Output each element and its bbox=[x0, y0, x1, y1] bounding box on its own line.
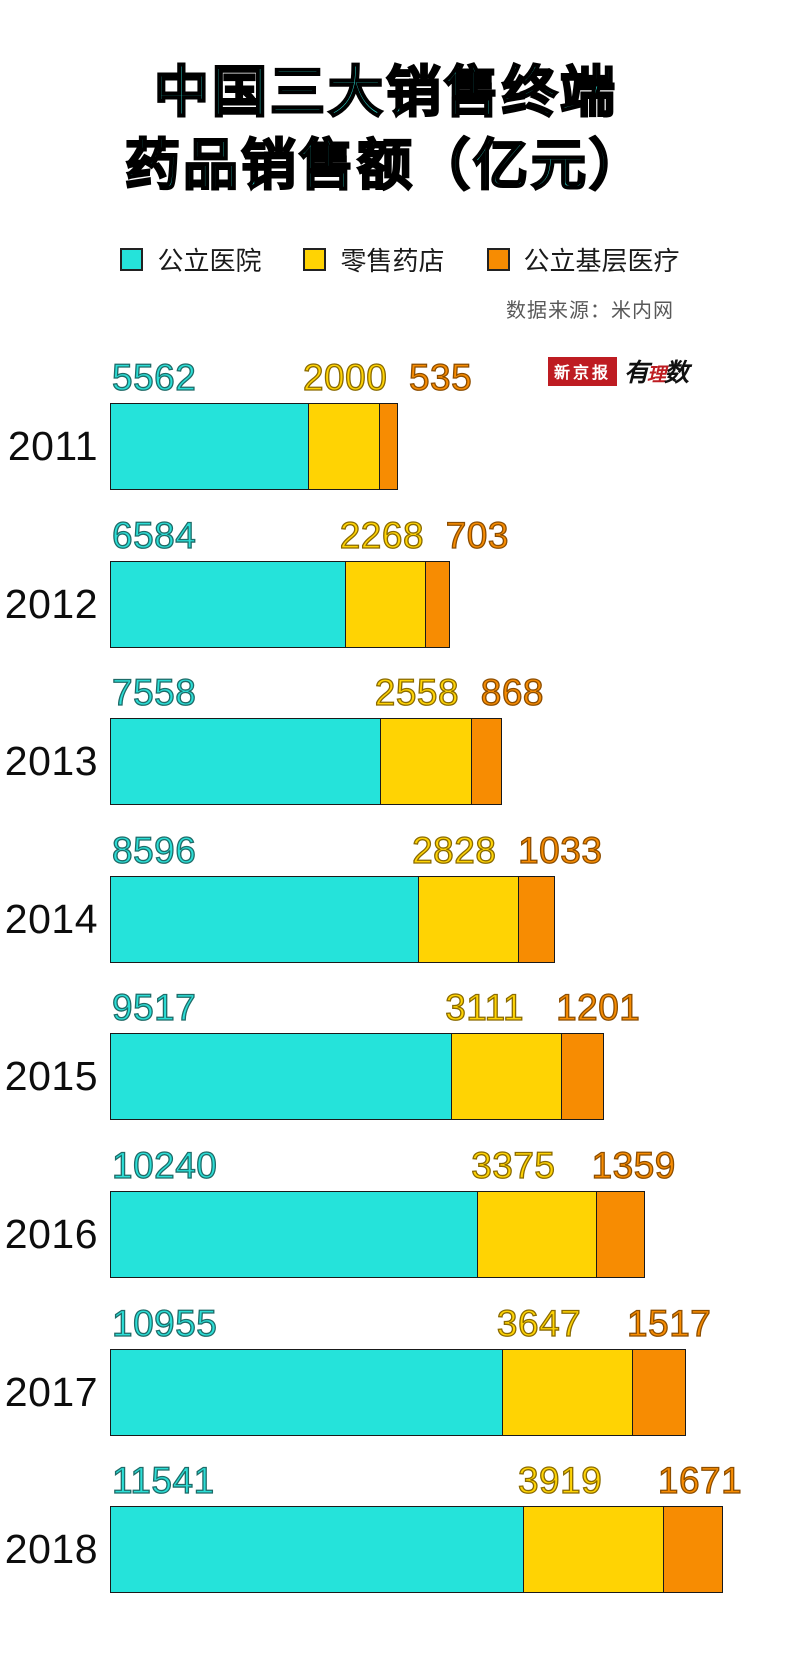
value-label-hospital-2014: 8596 bbox=[111, 829, 197, 871]
year-label-2015: 2015 bbox=[4, 1053, 98, 1100]
year-label-2018: 2018 bbox=[4, 1526, 98, 1573]
chart-row-2015: 2015 9517 3111 1201 bbox=[0, 983, 800, 1141]
chart-row-2013: 2013 7558 2558 868 bbox=[0, 668, 800, 826]
bar-segment-hospital-2015 bbox=[110, 1033, 453, 1121]
value-label-grassroots-2016: 1359 bbox=[591, 1144, 676, 1186]
year-label-2012: 2012 bbox=[4, 580, 98, 627]
bar-segment-hospital-2012 bbox=[110, 560, 347, 648]
bar-segment-grassroots-2017 bbox=[631, 1348, 687, 1436]
value-labels-2014: 8596 2828 1033 bbox=[110, 826, 800, 872]
chart-row-2012: 2012 6584 2268 703 bbox=[0, 511, 800, 669]
value-label-pharmacy-2018: 3919 bbox=[517, 1460, 603, 1502]
bar-segment-pharmacy-2016 bbox=[476, 1191, 598, 1278]
value-labels-2013: 7558 2558 868 bbox=[110, 668, 800, 714]
value-label-hospital-2015: 9517 bbox=[111, 987, 197, 1029]
bar-segment-pharmacy-2013 bbox=[380, 718, 473, 806]
value-label-grassroots-2017: 1517 bbox=[626, 1302, 712, 1344]
bar-segment-grassroots-2012 bbox=[425, 560, 451, 648]
value-label-grassroots-2014: 1033 bbox=[517, 829, 603, 871]
legend-swatch-grassroots bbox=[486, 248, 510, 271]
bar-2014 bbox=[110, 875, 555, 963]
value-labels-2015: 9517 3111 1201 bbox=[110, 983, 800, 1029]
bar-segment-grassroots-2013 bbox=[470, 718, 502, 806]
bar-segment-hospital-2018 bbox=[110, 1506, 525, 1594]
value-label-hospital-2011: 5562 bbox=[111, 356, 197, 398]
legend-label-pharmacy: 零售药店 bbox=[340, 246, 445, 276]
chart-row-2011: 2011 5562 2000 535 bbox=[0, 353, 800, 511]
value-label-pharmacy-2016: 3375 bbox=[471, 1144, 556, 1186]
bar-segment-hospital-2017 bbox=[110, 1348, 504, 1436]
value-label-pharmacy-2015: 3111 bbox=[445, 987, 525, 1029]
value-labels-2011: 5562 2000 535 bbox=[110, 353, 800, 399]
chart-row-2017: 2017 10955 3647 1517 bbox=[0, 1299, 800, 1457]
chart-row-2018: 2018 11541 3919 1671 bbox=[0, 1456, 800, 1614]
value-label-pharmacy-2017: 3647 bbox=[496, 1302, 582, 1344]
bar-segment-pharmacy-2011 bbox=[308, 403, 381, 490]
year-label-2017: 2017 bbox=[4, 1368, 98, 1415]
value-label-grassroots-2012: 703 bbox=[445, 514, 509, 556]
value-label-hospital-2012: 6584 bbox=[111, 514, 197, 556]
value-labels-2018: 11541 3919 1671 bbox=[110, 1456, 800, 1502]
legend-item-grassroots: 公立基层医疗 bbox=[486, 241, 680, 278]
legend-label-grassroots: 公立基层医疗 bbox=[523, 246, 680, 276]
year-label-2014: 2014 bbox=[4, 895, 98, 942]
bar-segment-grassroots-2015 bbox=[560, 1033, 605, 1121]
value-label-hospital-2013: 7558 bbox=[111, 672, 197, 714]
chart-title: 中国三大销售终端 药品销售额（亿元） bbox=[0, 56, 772, 202]
year-label-2011: 2011 bbox=[7, 423, 98, 469]
legend-swatch-pharmacy bbox=[303, 248, 327, 271]
bar-2017 bbox=[110, 1348, 687, 1436]
bar-2013 bbox=[110, 718, 502, 806]
legend-label-hospital: 公立医院 bbox=[157, 246, 262, 276]
bar-2012 bbox=[110, 560, 451, 648]
legend-swatch-hospital bbox=[120, 248, 144, 271]
chart-title-line1: 中国三大销售终端 bbox=[153, 60, 618, 124]
beijing-news-logo: 新京报 bbox=[548, 356, 618, 386]
bar-segment-hospital-2016 bbox=[110, 1191, 479, 1278]
bar-segment-pharmacy-2017 bbox=[502, 1348, 634, 1436]
legend: 公立医院 零售药店 公立基层医疗 bbox=[0, 241, 800, 278]
bar-2011 bbox=[110, 403, 398, 490]
value-labels-2012: 6584 2268 703 bbox=[110, 511, 800, 557]
value-label-pharmacy-2011: 2000 bbox=[302, 356, 388, 398]
bar-2015 bbox=[110, 1033, 605, 1121]
publisher-logo: 新京报 有理数 bbox=[548, 353, 689, 389]
data-source-note: 数据来源：米内网 bbox=[506, 300, 674, 322]
value-label-pharmacy-2013: 2558 bbox=[374, 672, 460, 714]
value-label-hospital-2018: 11541 bbox=[111, 1460, 215, 1502]
chart-row-2014: 2014 8596 2828 1033 bbox=[0, 826, 800, 984]
bar-segment-grassroots-2011 bbox=[378, 403, 398, 490]
bar-segment-pharmacy-2018 bbox=[523, 1506, 665, 1594]
value-label-grassroots-2013: 868 bbox=[480, 672, 544, 714]
value-label-hospital-2016: 10240 bbox=[111, 1144, 218, 1186]
bar-segment-hospital-2013 bbox=[110, 718, 382, 806]
bar-segment-grassroots-2016 bbox=[596, 1191, 646, 1278]
value-label-grassroots-2018: 1671 bbox=[657, 1460, 743, 1502]
value-labels-2016: 10240 3375 1359 bbox=[110, 1141, 800, 1187]
bar-segment-pharmacy-2015 bbox=[450, 1033, 563, 1121]
bar-segment-grassroots-2018 bbox=[662, 1506, 723, 1594]
value-labels-2017: 10955 3647 1517 bbox=[110, 1299, 800, 1345]
year-label-2016: 2016 bbox=[4, 1211, 98, 1257]
youlishu-logo: 有理数 bbox=[624, 359, 689, 387]
bar-segment-grassroots-2014 bbox=[517, 875, 555, 963]
stacked-bar-chart: 2011 5562 2000 535 2012 6584 2268 703 2013 7558 25… bbox=[0, 353, 800, 1615]
value-label-grassroots-2015: 1201 bbox=[555, 987, 641, 1029]
year-label-2013: 2013 bbox=[4, 738, 98, 785]
bar-segment-pharmacy-2012 bbox=[345, 560, 427, 648]
bar-2016 bbox=[110, 1191, 646, 1278]
bar-segment-hospital-2011 bbox=[110, 403, 310, 490]
bar-segment-pharmacy-2014 bbox=[417, 875, 520, 963]
value-label-pharmacy-2014: 2828 bbox=[411, 829, 497, 871]
legend-item-hospital: 公立医院 bbox=[120, 241, 261, 278]
chart-row-2016: 2016 10240 3375 1359 bbox=[0, 1141, 800, 1299]
value-label-grassroots-2011: 535 bbox=[408, 356, 473, 398]
value-label-hospital-2017: 10955 bbox=[111, 1302, 218, 1344]
value-label-pharmacy-2012: 2268 bbox=[339, 514, 425, 556]
bar-2018 bbox=[110, 1506, 723, 1594]
chart-title-line2: 药品销售额（亿元） bbox=[124, 133, 647, 197]
bar-segment-hospital-2014 bbox=[110, 875, 420, 963]
legend-item-pharmacy: 零售药店 bbox=[303, 241, 445, 278]
